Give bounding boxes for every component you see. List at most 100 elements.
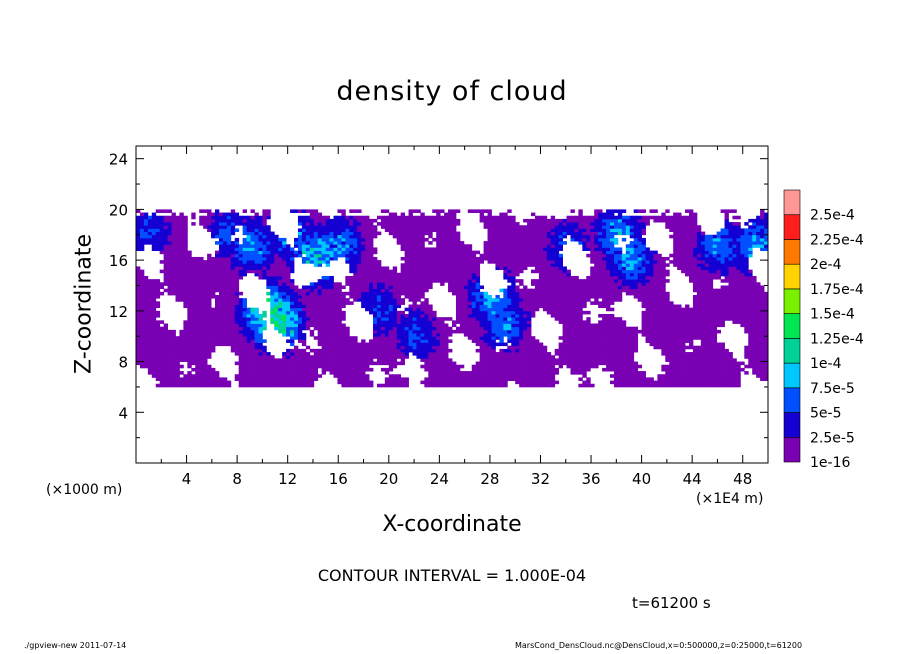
heatmap-cell xyxy=(337,288,342,293)
heatmap-cell xyxy=(376,301,382,305)
heatmap-cell xyxy=(562,329,567,334)
heatmap-cell xyxy=(321,301,326,305)
heatmap-cell xyxy=(499,304,504,309)
heatmap-cell xyxy=(499,383,504,388)
heatmap-cell xyxy=(400,336,405,340)
heatmap-cell xyxy=(392,269,398,274)
heatmap-cell xyxy=(155,222,161,226)
heatmap-cell xyxy=(305,228,311,232)
heatmap-cell xyxy=(226,222,232,226)
heatmap-cell xyxy=(191,361,196,366)
heatmap-cell xyxy=(286,279,291,283)
heatmap-cell xyxy=(566,298,571,302)
heatmap-cell xyxy=(179,225,184,229)
heatmap-cell xyxy=(246,333,251,337)
heatmap-cell xyxy=(582,355,587,359)
heatmap-cell xyxy=(562,339,567,343)
heatmap-cell xyxy=(171,380,176,385)
heatmap-cell xyxy=(207,260,212,264)
heatmap-cell xyxy=(321,218,326,223)
heatmap-cell xyxy=(357,298,362,302)
heatmap-cell xyxy=(254,339,259,343)
heatmap-cell xyxy=(238,377,244,381)
heatmap-cell xyxy=(218,310,224,315)
heatmap-cell xyxy=(452,247,457,252)
heatmap-cell xyxy=(155,234,161,239)
heatmap-cell xyxy=(250,237,255,242)
heatmap-cell xyxy=(151,307,157,312)
heatmap-cell xyxy=(333,333,338,337)
heatmap-cell xyxy=(294,317,299,321)
heatmap-cell xyxy=(147,352,153,356)
heatmap-cell xyxy=(317,304,323,309)
heatmap-cell xyxy=(278,307,283,312)
heatmap-cell xyxy=(436,225,441,229)
heatmap-cell xyxy=(420,212,425,217)
heatmap-cell xyxy=(495,352,500,356)
heatmap-cell xyxy=(179,272,184,277)
heatmap-cell xyxy=(538,260,544,264)
heatmap-cell xyxy=(258,371,263,375)
heatmap-cell xyxy=(373,247,378,252)
heatmap-cell xyxy=(357,253,362,258)
heatmap-cell xyxy=(475,364,481,369)
heatmap-cell xyxy=(274,317,279,321)
heatmap-cell xyxy=(215,374,220,378)
heatmap-cell xyxy=(594,345,599,350)
heatmap-cell xyxy=(515,260,520,264)
heatmap-cell xyxy=(463,320,469,324)
heatmap-cell xyxy=(226,260,232,264)
heatmap-cell xyxy=(448,275,453,280)
heatmap-cell xyxy=(147,329,153,334)
heatmap-cell xyxy=(590,288,595,293)
heatmap-cell xyxy=(187,383,192,388)
heatmap-cell xyxy=(159,342,165,347)
heatmap-cell xyxy=(175,225,180,229)
heatmap-cell xyxy=(452,234,457,239)
heatmap-cell xyxy=(534,266,540,271)
heatmap-cell xyxy=(507,272,512,277)
heatmap-cell xyxy=(211,234,216,239)
heatmap-cell xyxy=(440,352,445,356)
heatmap-cell xyxy=(329,256,334,261)
heatmap-cell xyxy=(242,383,247,388)
heatmap-cell xyxy=(467,310,473,315)
heatmap-cell xyxy=(179,358,184,362)
heatmap-cell xyxy=(590,244,595,248)
heatmap-cell xyxy=(554,358,560,362)
heatmap-cell xyxy=(531,383,536,388)
heatmap-cell xyxy=(455,307,461,312)
heatmap-cell xyxy=(578,352,583,356)
heatmap-cell xyxy=(369,352,374,356)
heatmap-cell xyxy=(203,336,208,340)
heatmap-cell xyxy=(554,291,560,296)
heatmap-cell xyxy=(345,333,350,337)
heatmap-cell xyxy=(203,320,208,324)
heatmap-cell xyxy=(238,250,244,255)
heatmap-cell xyxy=(558,358,563,362)
heatmap-cell xyxy=(203,307,208,312)
heatmap-cell xyxy=(511,237,516,242)
heatmap-cell xyxy=(392,310,398,315)
heatmap-cell xyxy=(333,326,338,331)
heatmap-cell xyxy=(503,237,508,242)
heatmap-cell xyxy=(290,314,295,318)
heatmap-cell xyxy=(463,329,469,334)
heatmap-cell xyxy=(179,329,184,334)
heatmap-cell xyxy=(562,222,567,226)
heatmap-cell xyxy=(230,323,236,328)
heatmap-cell xyxy=(242,364,247,369)
heatmap-cell xyxy=(305,371,311,375)
heatmap-cell xyxy=(226,307,232,312)
heatmap-cell xyxy=(207,266,212,271)
heatmap-cell xyxy=(444,225,449,229)
heatmap-cell xyxy=(534,364,540,369)
heatmap-cell xyxy=(159,361,165,366)
heatmap-cell xyxy=(582,244,587,248)
heatmap-cell xyxy=(207,212,212,217)
heatmap-cell xyxy=(392,272,398,277)
heatmap-cell xyxy=(574,310,579,315)
heatmap-cell xyxy=(436,355,441,359)
heatmap-cell xyxy=(495,329,500,334)
heatmap-cell xyxy=(286,371,291,375)
